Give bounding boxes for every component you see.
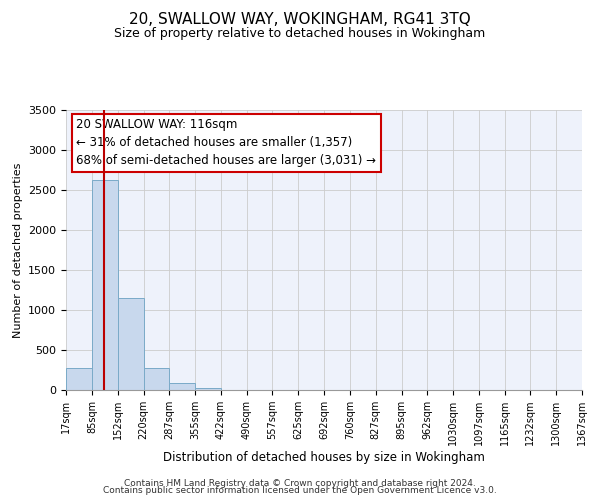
Text: Contains public sector information licensed under the Open Government Licence v3: Contains public sector information licen… [103,486,497,495]
Bar [143,368,169,390]
Text: 20 SWALLOW WAY: 116sqm
← 31% of detached houses are smaller (1,357)
68% of semi-: 20 SWALLOW WAY: 116sqm ← 31% of detached… [76,118,376,168]
Bar [169,383,195,390]
Text: Contains HM Land Registry data © Crown copyright and database right 2024.: Contains HM Land Registry data © Crown c… [124,478,476,488]
Text: 20, SWALLOW WAY, WOKINGHAM, RG41 3TQ: 20, SWALLOW WAY, WOKINGHAM, RG41 3TQ [129,12,471,28]
Bar [92,180,118,390]
Bar [66,368,92,390]
Text: Size of property relative to detached houses in Wokingham: Size of property relative to detached ho… [115,28,485,40]
X-axis label: Distribution of detached houses by size in Wokingham: Distribution of detached houses by size … [163,451,485,464]
Bar [195,388,221,390]
Bar [118,298,143,390]
Y-axis label: Number of detached properties: Number of detached properties [13,162,23,338]
